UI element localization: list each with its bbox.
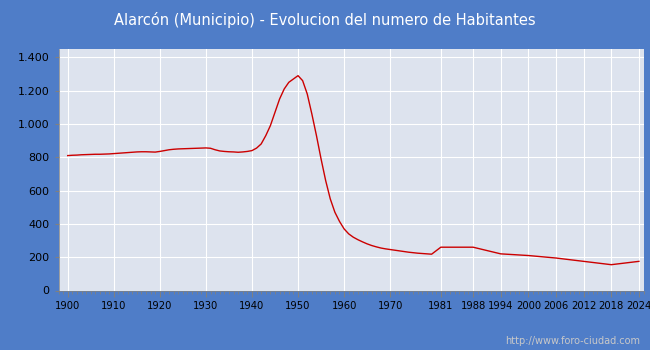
Text: http://www.foro-ciudad.com: http://www.foro-ciudad.com [505,336,640,346]
Text: Alarcón (Municipio) - Evolucion del numero de Habitantes: Alarcón (Municipio) - Evolucion del nume… [114,12,536,28]
